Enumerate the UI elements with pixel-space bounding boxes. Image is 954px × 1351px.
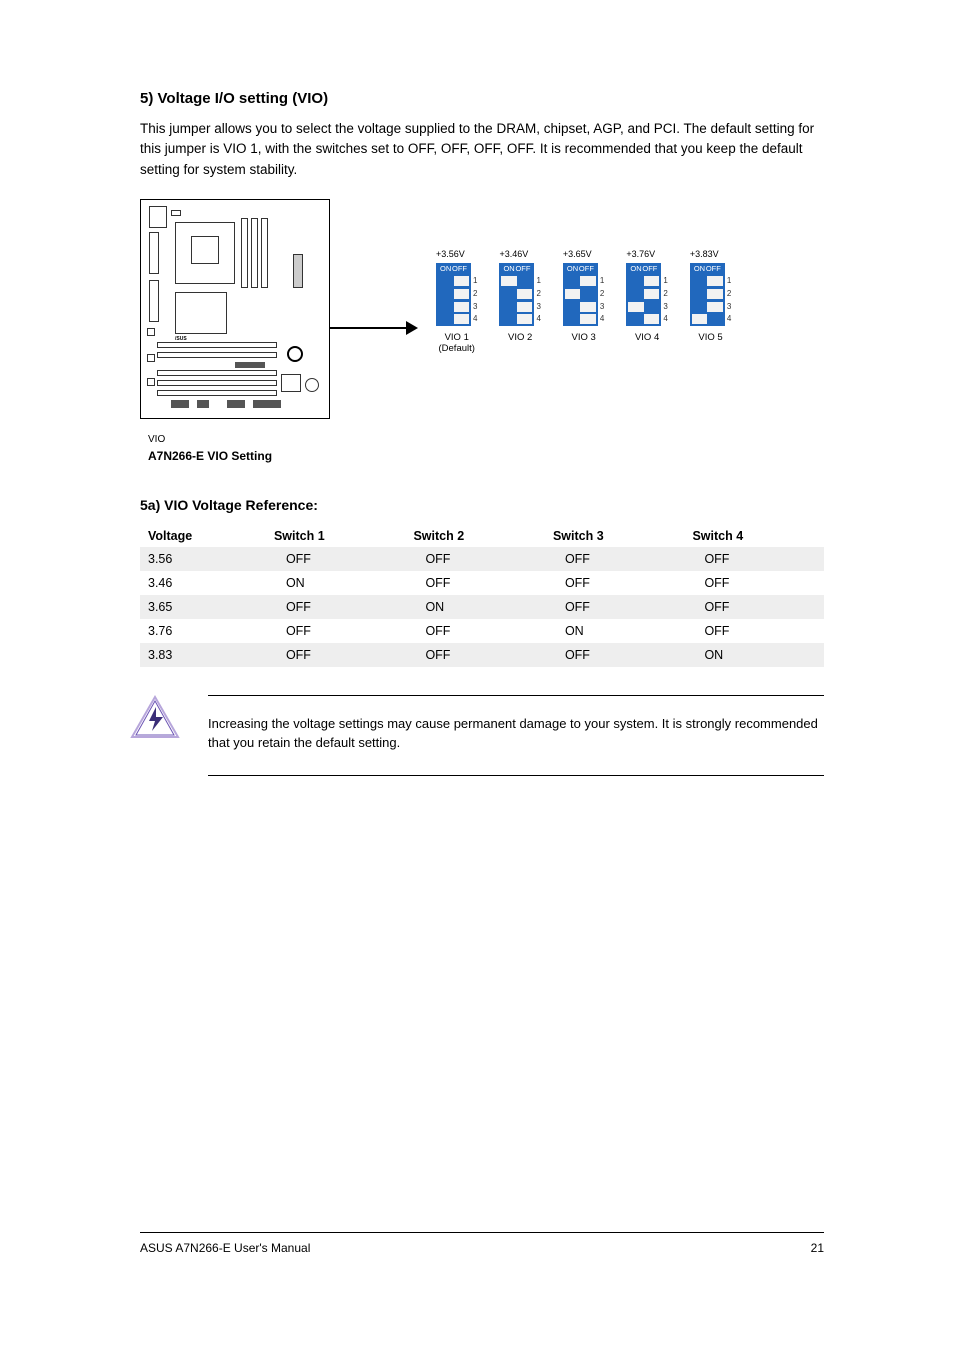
switch-block: ONOFF: [690, 263, 725, 326]
table-cell-voltage: 3.83: [140, 643, 266, 667]
table-row: 3.76OFFOFFONOFF: [140, 619, 824, 643]
table-row: 3.83OFFOFFOFFON: [140, 643, 824, 667]
table-row: 3.56OFFOFFOFFOFF: [140, 547, 824, 571]
switch-voltage-label: +3.65V: [563, 249, 609, 259]
switch-voltage-label: +3.56V: [436, 249, 482, 259]
switch-block: ONOFF: [436, 263, 471, 326]
warning-block: Increasing the voltage settings may caus…: [140, 695, 824, 776]
subsection-number: 5a): [140, 497, 160, 513]
motherboard-diagram: /SUS: [140, 199, 330, 419]
switch-voltage-label: +3.83V: [690, 249, 736, 259]
table-cell-switch: OFF: [266, 547, 406, 571]
switch-voltage-label: +3.46V: [499, 249, 545, 259]
asus-logo: /SUS: [175, 336, 187, 342]
table-cell-voltage: 3.46: [140, 571, 266, 595]
subsection-heading: 5a) VIO Voltage Reference:: [140, 497, 824, 513]
section-body: This jumper allows you to select the vol…: [140, 119, 824, 180]
voltage-table: VoltageSwitch 1Switch 2Switch 3Switch 4 …: [140, 525, 824, 667]
table-cell-voltage: 3.76: [140, 619, 266, 643]
table-cell-switch: OFF: [684, 571, 824, 595]
switch-voltage-label: +3.76V: [626, 249, 672, 259]
table-cell-switch: ON: [545, 619, 685, 643]
table-cell-switch: OFF: [684, 595, 824, 619]
switch-caption: VIO 4: [635, 332, 659, 343]
subsection-title: VIO Voltage Reference:: [164, 497, 318, 513]
table-cell-switch: OFF: [545, 547, 685, 571]
section-number: 5): [140, 90, 153, 107]
switch-block: ONOFF: [563, 263, 598, 326]
table-cell-voltage: 3.56: [140, 547, 266, 571]
table-header: Switch 2: [405, 525, 545, 547]
vio-marker-circle: [287, 346, 303, 362]
table-cell-switch: OFF: [266, 643, 406, 667]
table-header: Voltage: [140, 525, 266, 547]
footer-page-number: 21: [811, 1241, 824, 1255]
switch-column: ONOFF1234+3.65VVIO 3: [563, 263, 604, 343]
switch-column: ONOFF1234+3.46VVIO 2: [499, 263, 540, 343]
table-cell-switch: OFF: [405, 619, 545, 643]
table-cell-switch: OFF: [545, 571, 685, 595]
switch-caption: VIO 2: [508, 332, 532, 343]
switch-column: ONOFF1234+3.56VVIO 1 (Default): [436, 263, 477, 354]
table-header: Switch 3: [545, 525, 685, 547]
switch-column: ONOFF1234+3.83VVIO 5: [690, 263, 731, 343]
switch-caption: VIO 1 (Default): [439, 332, 475, 354]
arrow-icon: [328, 321, 418, 335]
switch-diagrams: ONOFF1234+3.56VVIO 1 (Default) ONOFF1234+…: [436, 263, 731, 354]
table-cell-switch: OFF: [266, 619, 406, 643]
footer-left: ASUS A7N266-E User's Manual: [140, 1241, 310, 1255]
table-row: 3.46ONOFFOFFOFF: [140, 571, 824, 595]
switch-block: ONOFF: [499, 263, 534, 326]
section-heading: 5) Voltage I/O setting (VIO): [140, 90, 824, 107]
table-cell-switch: OFF: [545, 595, 685, 619]
table-row: 3.65OFFONOFFOFF: [140, 595, 824, 619]
table-cell-switch: ON: [684, 643, 824, 667]
switch-caption: VIO 5: [698, 332, 722, 343]
table-cell-voltage: 3.65: [140, 595, 266, 619]
table-header: Switch 1: [266, 525, 406, 547]
diagram-area: /SUS ONOFF1234+3.56VVIO 1 (Default)ONOFF…: [140, 194, 824, 424]
table-cell-switch: OFF: [405, 571, 545, 595]
table-cell-switch: ON: [405, 595, 545, 619]
switch-caption: VIO 3: [571, 332, 595, 343]
table-cell-switch: OFF: [545, 643, 685, 667]
table-header: Switch 4: [684, 525, 824, 547]
section-title: Voltage I/O setting (VIO): [158, 90, 329, 107]
table-cell-switch: ON: [266, 571, 406, 595]
table-cell-switch: OFF: [684, 547, 824, 571]
warning-text: Increasing the voltage settings may caus…: [208, 695, 824, 776]
page-footer: ASUS A7N266-E User's Manual 21: [140, 1232, 824, 1255]
table-cell-switch: OFF: [405, 643, 545, 667]
switch-block: ONOFF: [626, 263, 661, 326]
lightning-warning-icon: [130, 695, 180, 739]
table-cell-switch: OFF: [266, 595, 406, 619]
table-cell-switch: OFF: [684, 619, 824, 643]
diagram-caption: A7N266-E VIO Setting: [148, 449, 824, 463]
switch-column: ONOFF1234+3.76VVIO 4: [626, 263, 667, 343]
vio-label: VIO: [148, 434, 824, 445]
table-cell-switch: OFF: [405, 547, 545, 571]
